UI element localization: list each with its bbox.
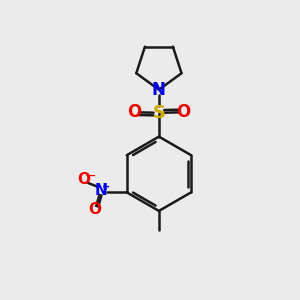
Text: +: +	[103, 182, 111, 192]
Text: N: N	[152, 81, 166, 99]
Text: O: O	[78, 172, 91, 188]
Text: N: N	[94, 183, 107, 198]
Text: O: O	[176, 103, 190, 121]
Text: O: O	[89, 202, 102, 217]
Text: O: O	[128, 103, 142, 121]
Text: −: −	[85, 169, 97, 183]
Text: S: S	[152, 104, 165, 122]
